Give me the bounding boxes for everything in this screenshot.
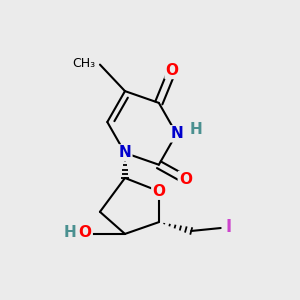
Text: I: I <box>226 218 232 236</box>
Text: -: - <box>79 225 85 240</box>
Text: N: N <box>170 126 183 141</box>
Text: CH₃: CH₃ <box>72 57 95 70</box>
Text: H: H <box>189 122 202 137</box>
Text: N: N <box>118 146 131 160</box>
Text: O: O <box>79 225 92 240</box>
Text: O: O <box>152 184 165 199</box>
Text: H: H <box>64 225 76 240</box>
Text: O: O <box>166 63 178 78</box>
Text: O: O <box>179 172 192 187</box>
